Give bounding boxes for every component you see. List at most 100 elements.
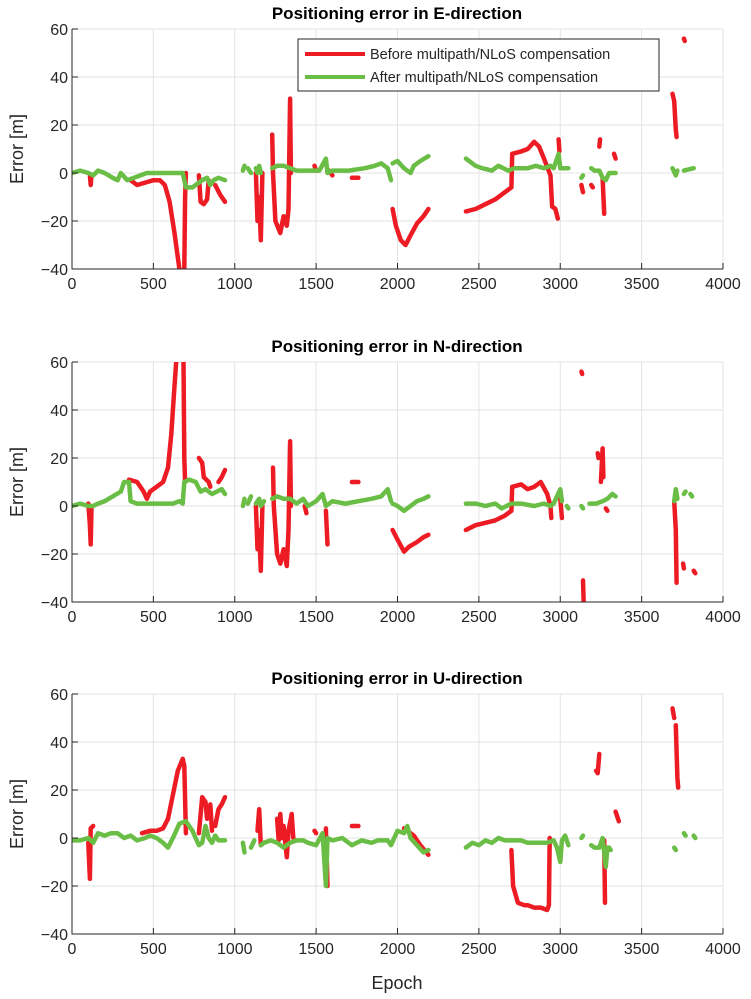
y-axis-label: Error [m]: [7, 114, 27, 184]
x-tick-label: 500: [140, 609, 167, 626]
x-tick-label: 0: [68, 941, 77, 958]
series-before: [595, 450, 601, 461]
series-before: [196, 794, 215, 836]
series-before: [253, 170, 265, 243]
legend-label-before: Before multipath/NLoS compensation: [370, 47, 610, 63]
series-before: [556, 137, 562, 154]
y-tick-label: 40: [50, 70, 68, 87]
series-before: [212, 794, 228, 829]
x-tick-label: 4000: [705, 609, 741, 626]
x-tick-label: 0: [68, 276, 77, 293]
series-before: [86, 823, 96, 882]
series-after: [245, 165, 254, 176]
series-after: [253, 163, 264, 176]
x-tick-label: 3000: [542, 276, 578, 293]
legend-label-after: After multipath/NLoS compensation: [370, 70, 598, 86]
y-tick-label: 40: [50, 735, 68, 752]
series-before: [323, 508, 330, 547]
series-after: [564, 503, 571, 511]
series-after: [670, 165, 680, 178]
x-tick-label: 0: [68, 609, 77, 626]
series-before: [390, 206, 431, 248]
series-before: [580, 578, 586, 602]
series-before: [509, 835, 552, 913]
x-tick-label: 3000: [542, 609, 578, 626]
series-before: [139, 756, 189, 836]
series-after: [240, 840, 247, 855]
series-before: [302, 503, 309, 516]
y-tick-label: 40: [50, 403, 68, 420]
series-before: [597, 137, 603, 149]
x-tick-label: 1500: [298, 941, 334, 958]
x-tick-label: 2500: [461, 609, 497, 626]
series-before: [588, 182, 596, 190]
series-before: [216, 467, 228, 485]
series-after: [463, 486, 565, 511]
series-before: [87, 173, 94, 188]
y-tick-label: 20: [50, 783, 68, 800]
y-tick-label: 20: [50, 118, 68, 135]
series-after: [258, 823, 431, 889]
series-before: [128, 177, 182, 269]
y-axis-label: Error [m]: [7, 447, 27, 517]
x-tick-label: 2500: [461, 941, 497, 958]
series-before: [611, 151, 618, 161]
subplot-u-direction: Positioning error in U-direction 0 500 100…: [7, 669, 741, 993]
series-after: [463, 151, 571, 173]
series-after: [606, 845, 613, 853]
series-after: [688, 491, 695, 499]
series-after: [587, 491, 618, 506]
x-tick-label: 1000: [217, 941, 253, 958]
series-before: [670, 91, 679, 140]
series-after: [253, 496, 267, 509]
subplot-title: Positioning error in U-direction: [271, 669, 522, 688]
x-tick-label: 3500: [624, 941, 660, 958]
subplot-title: Positioning error in E-direction: [272, 4, 522, 23]
y-tick-label: 0: [59, 499, 68, 516]
series-before: [579, 369, 585, 377]
x-tick-label: 1500: [298, 609, 334, 626]
series-before: [593, 751, 602, 776]
axes: 0 500 1000 1500 2000 2500 3000 3500 4000 −40 −20 0 2…: [41, 687, 741, 958]
y-tick-label: −20: [41, 214, 68, 231]
x-tick-label: 3000: [542, 941, 578, 958]
series-before: [126, 362, 179, 502]
data-series: [72, 36, 696, 269]
series-before: [579, 182, 586, 195]
series-before: [270, 438, 294, 569]
series-after: [72, 818, 228, 850]
subplot-title: Positioning error in N-direction: [271, 337, 522, 356]
series-after: [245, 494, 254, 506]
series-after: [579, 173, 586, 181]
x-tick-label: 4000: [705, 941, 741, 958]
series-before: [603, 506, 610, 514]
x-tick-label: 500: [140, 276, 167, 293]
series-before: [196, 173, 211, 207]
series-before: [269, 96, 294, 236]
series-after: [72, 477, 228, 509]
series-after: [691, 833, 698, 841]
series-after: [671, 486, 680, 504]
axes: 0 500 1000 1500 2000 2500 3000 3500 4000 −40 −20 0 2…: [41, 355, 741, 626]
series-after: [588, 835, 610, 870]
series-before: [390, 527, 431, 554]
series-after: [269, 486, 394, 509]
y-tick-label: 20: [50, 451, 68, 468]
series-before: [598, 446, 606, 485]
x-tick-label: 3500: [624, 609, 660, 626]
series-after: [463, 833, 571, 865]
data-series: [72, 706, 698, 913]
x-tick-label: 500: [140, 941, 167, 958]
gridlines: [71, 361, 724, 603]
x-tick-label: 3500: [624, 276, 660, 293]
series-before: [681, 36, 688, 44]
y-tick-label: 0: [59, 831, 68, 848]
series-after: [390, 494, 431, 514]
series-before: [181, 362, 188, 485]
x-tick-label: 1000: [217, 276, 253, 293]
y-tick-label: 60: [50, 22, 68, 39]
series-before: [680, 561, 687, 571]
series-before: [600, 175, 607, 217]
y-tick-label: −40: [41, 595, 68, 612]
